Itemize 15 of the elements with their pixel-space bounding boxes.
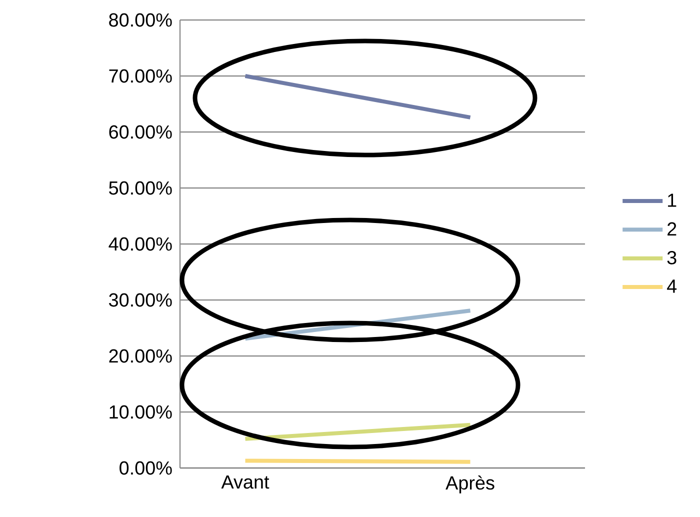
y-tick-label: 50.00%: [109, 181, 172, 195]
legend-label: 3: [667, 250, 676, 264]
y-tick-label: 80.00%: [109, 13, 172, 27]
legend-label: 2: [668, 222, 676, 236]
y-tick-label: 10.00%: [110, 405, 172, 419]
y-tick-label: 0.00%: [120, 461, 172, 475]
x-tick-label: Avant: [221, 476, 270, 489]
y-tick-label: 60.00%: [109, 125, 172, 139]
y-tick-label: 70.00%: [109, 69, 172, 83]
y-tick-label: 40.00%: [108, 237, 172, 251]
x-tick-label: Après: [446, 476, 494, 494]
legend-label: 1: [668, 194, 676, 207]
y-tick-label: 30.00%: [109, 293, 172, 307]
y-tick-label: 20.00%: [109, 349, 172, 363]
legend-label: 4: [667, 280, 677, 293]
